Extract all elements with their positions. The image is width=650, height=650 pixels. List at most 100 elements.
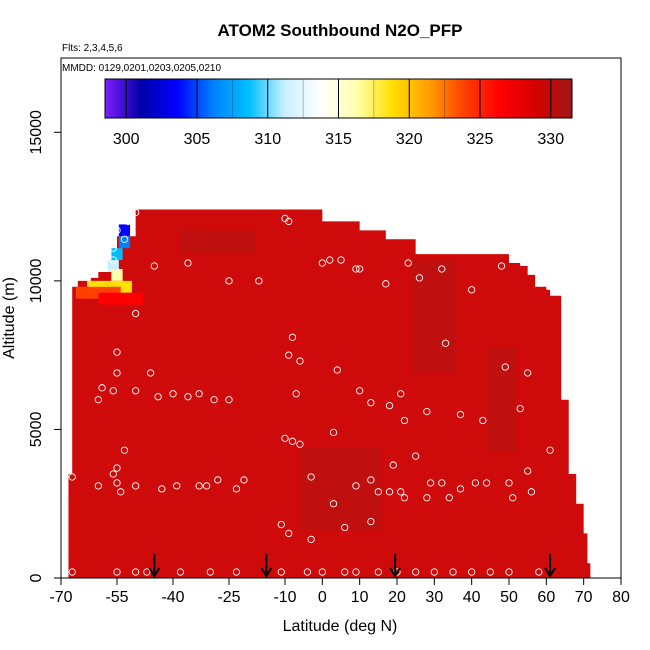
sample-point <box>98 384 106 392</box>
sample-point <box>288 437 297 445</box>
sample-point <box>333 366 341 374</box>
sample-point <box>426 479 435 487</box>
sample-point <box>438 479 446 487</box>
sample-point <box>587 556 595 564</box>
colorbar-tick-label: 305 <box>184 131 211 148</box>
sample-point <box>385 488 394 496</box>
chart-title: ATOM2 Southbound N2O_PFP <box>218 21 463 40</box>
sample-point <box>132 208 140 217</box>
sample-point <box>113 369 121 377</box>
sample-point <box>255 277 263 285</box>
sample-point <box>482 479 491 487</box>
sample-point <box>285 351 293 359</box>
sample-point <box>479 416 487 425</box>
colorbar-tick-label: 300 <box>113 131 140 148</box>
x-tick-label: 0 <box>318 589 327 606</box>
anomaly-cell <box>107 260 119 272</box>
sample-point <box>468 286 476 294</box>
concentration-field <box>68 209 591 578</box>
colorbar-tick-label: 320 <box>396 131 423 148</box>
sample-point <box>117 488 125 496</box>
flight-arrow-head <box>544 567 556 578</box>
sample-point <box>471 479 480 487</box>
field-darker-region <box>299 447 383 531</box>
colorbar: 300 305 310 315 320 325 330 <box>104 78 573 148</box>
sample-point <box>68 568 76 576</box>
sample-point <box>158 485 166 493</box>
sample-point <box>292 390 300 398</box>
sample-point <box>120 235 129 243</box>
anomaly-cell <box>111 248 123 261</box>
sample-point <box>329 428 338 437</box>
anomaly-cell <box>111 268 123 281</box>
sample-point <box>404 259 412 267</box>
x-tick-label: 20 <box>388 589 406 606</box>
sample-point <box>113 348 121 356</box>
sample-point <box>397 390 405 398</box>
sample-point <box>184 393 192 401</box>
sample-point <box>318 568 326 576</box>
sample-point <box>132 309 140 318</box>
sample-point <box>441 339 450 347</box>
sample-point <box>132 387 140 395</box>
sample-point <box>225 277 233 285</box>
y-tick-label: 5000 <box>28 412 45 448</box>
y-tick-label: 15000 <box>28 110 45 155</box>
field-darker-region <box>486 347 517 452</box>
sample-point <box>389 461 397 469</box>
sample-point <box>154 393 162 401</box>
y-tick-label: 0 <box>28 573 45 582</box>
sample-point <box>423 407 431 416</box>
sample-point <box>546 446 554 454</box>
colorbar-ticks: 300 305 310 315 320 325 330 <box>113 79 564 148</box>
sample-point <box>341 523 349 532</box>
sample-point <box>352 568 360 576</box>
sample-point <box>524 369 532 377</box>
y-axis-label: Altitude (m) <box>1 277 18 359</box>
sample-point <box>415 274 424 282</box>
sample-point <box>352 482 360 490</box>
sample-point <box>173 482 181 490</box>
colorbar-tick-label: 325 <box>467 131 494 148</box>
sample-point <box>400 494 409 502</box>
sample-point <box>281 434 289 442</box>
sample-point <box>468 568 476 576</box>
sample-point <box>374 568 382 576</box>
sample-point <box>285 529 293 538</box>
sample-point <box>307 473 315 481</box>
sample-point <box>497 262 506 270</box>
anomaly-cell <box>98 292 144 305</box>
sample-point <box>318 259 326 267</box>
chart-subtitle-dates: MMDD: 0129,0201,0203,0205,0210 <box>62 63 221 74</box>
field-darker-region <box>411 260 457 373</box>
anomaly-cell <box>118 224 131 237</box>
sample-point <box>374 488 382 496</box>
sample-point <box>367 476 375 484</box>
sample-point <box>449 568 457 576</box>
x-tick-label: -10 <box>273 589 296 606</box>
sample-point <box>206 568 214 576</box>
x-tick-label: -25 <box>217 589 240 606</box>
sample-point <box>356 387 364 395</box>
sample-point <box>326 256 334 264</box>
chart-subtitle-flights: Flts: 2,3,4,5,6 <box>62 43 123 54</box>
colorbar-tick-label: 310 <box>254 131 281 148</box>
sample-point <box>367 517 375 526</box>
sample-point <box>505 479 513 487</box>
x-axis-label: Latitude (deg N) <box>283 618 398 635</box>
sample-point <box>296 357 304 365</box>
sample-point <box>329 500 338 508</box>
x-tick-label: 80 <box>612 589 630 606</box>
sample-point <box>516 404 524 413</box>
sample-point <box>505 568 513 576</box>
sample-point <box>412 452 420 460</box>
sample-point <box>356 265 364 273</box>
sample-point <box>184 259 192 267</box>
sample-point <box>113 568 121 576</box>
x-tick-label: 70 <box>575 589 593 606</box>
sample-point <box>210 396 218 404</box>
sample-point <box>232 568 241 576</box>
sample-point <box>109 256 117 264</box>
sample-point <box>143 568 151 576</box>
